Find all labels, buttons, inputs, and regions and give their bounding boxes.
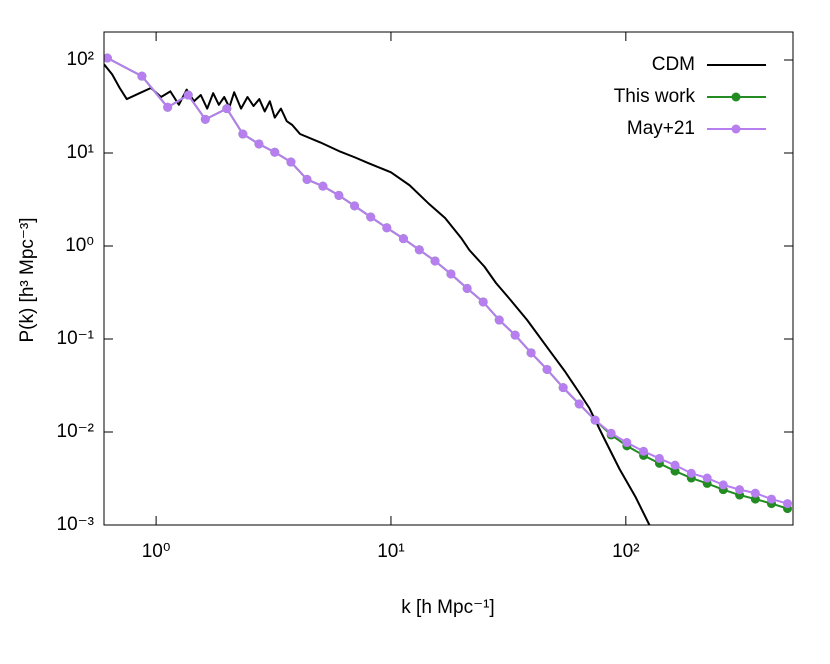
data-point	[766, 494, 776, 504]
y-tick-label: 10⁻¹	[57, 328, 95, 349]
data-point	[606, 428, 616, 438]
y-tick-label: 10¹	[67, 142, 94, 163]
data-point	[222, 104, 232, 114]
data-point	[494, 315, 504, 325]
y-tick-label: 10²	[67, 49, 94, 70]
data-point	[670, 460, 680, 470]
data-point	[254, 139, 264, 149]
x-tick-label: 10⁰	[142, 541, 171, 562]
legend-marker	[731, 124, 741, 134]
data-point	[735, 485, 745, 495]
data-point	[163, 102, 173, 112]
data-point	[558, 383, 568, 393]
data-point	[430, 256, 440, 266]
data-point	[334, 190, 344, 200]
legend-label: CDM	[652, 54, 695, 75]
plot-frame	[103, 31, 794, 526]
data-point	[462, 283, 472, 293]
data-point	[718, 480, 728, 490]
data-point	[318, 181, 328, 191]
y-tick-label: 10⁻²	[57, 421, 95, 442]
data-point	[398, 234, 408, 244]
data-point	[286, 157, 296, 167]
data-point	[750, 488, 760, 498]
data-point	[366, 212, 376, 222]
x-axis-title: k [h Mpc⁻¹]	[401, 597, 494, 618]
y-tick-label: 10⁰	[65, 235, 94, 256]
series-group	[104, 53, 793, 509]
data-point	[382, 223, 392, 233]
data-point	[104, 53, 112, 63]
data-point	[654, 453, 664, 463]
data-point	[639, 446, 649, 456]
data-point	[574, 399, 584, 409]
data-point	[446, 269, 456, 279]
y-axis-title: P(k) [h³ Mpc⁻³]	[17, 217, 38, 342]
data-point	[137, 71, 147, 81]
data-point	[350, 201, 360, 211]
data-point	[238, 129, 248, 139]
x-tick-label: 10²	[612, 541, 639, 562]
data-point	[414, 245, 424, 255]
x-tick-label: 10¹	[377, 541, 404, 562]
data-point	[590, 415, 600, 425]
data-point	[200, 114, 210, 124]
y-tick-label: 10⁻³	[57, 514, 95, 535]
legend-label: May+21	[627, 118, 695, 139]
data-point	[183, 90, 193, 100]
legend-marker	[731, 92, 741, 102]
data-point	[622, 438, 632, 448]
legend-label: This work	[614, 86, 696, 107]
data-point	[702, 473, 712, 483]
data-point	[783, 499, 793, 509]
data-point	[526, 348, 536, 358]
data-point	[686, 468, 696, 478]
data-point	[478, 297, 488, 307]
data-point	[270, 147, 280, 157]
data-point	[510, 330, 520, 340]
data-point	[542, 364, 552, 374]
data-point	[302, 174, 312, 184]
